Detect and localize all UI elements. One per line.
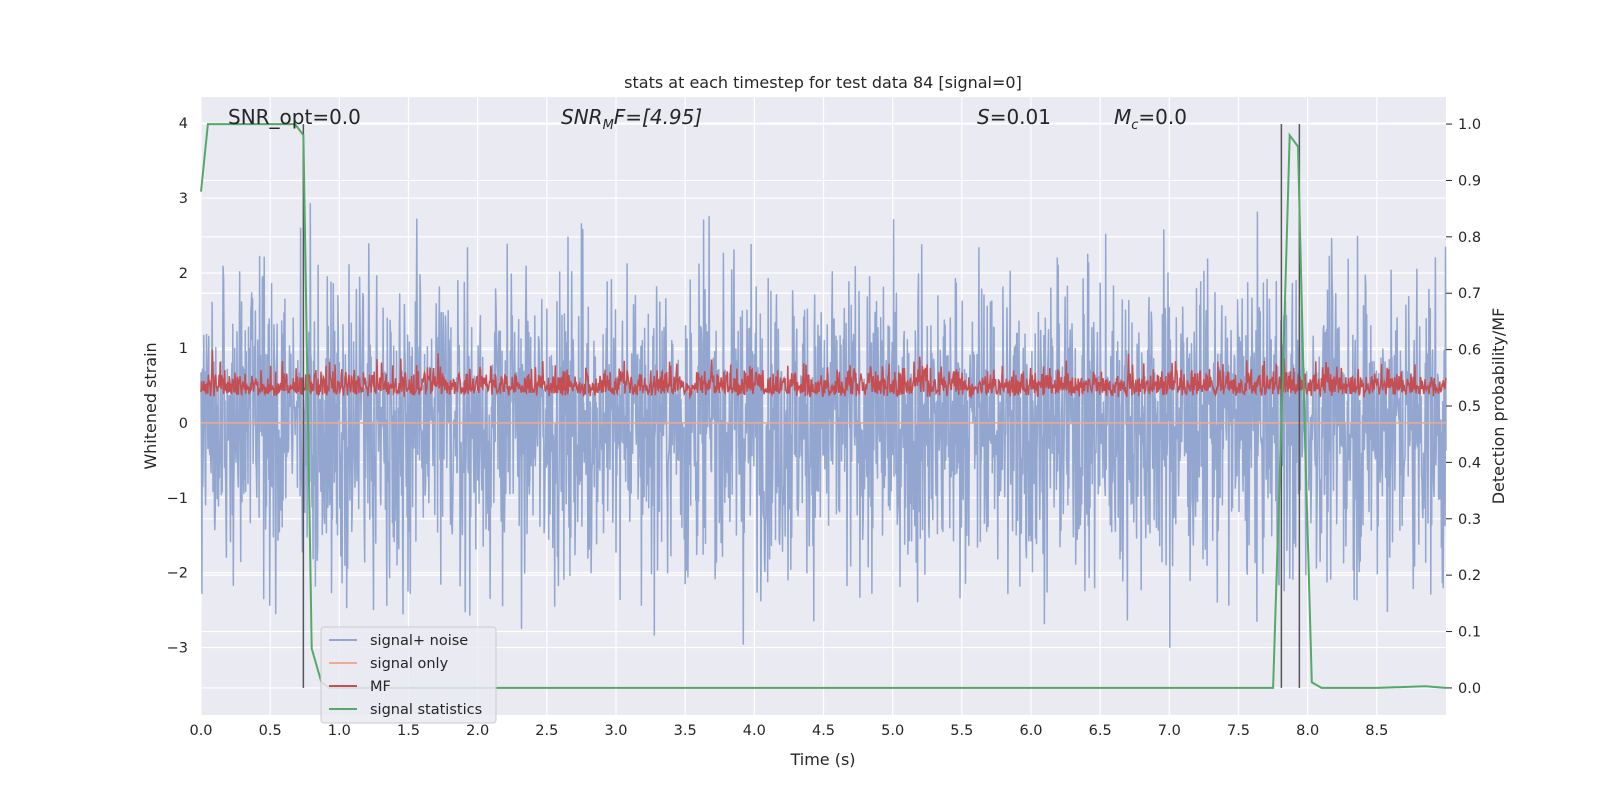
- left-tick-label: 0: [179, 416, 188, 432]
- snr-opt-annotation: SNR_opt=0.0: [228, 105, 361, 129]
- mf-line: [200, 349, 1447, 400]
- right-tick-label: 0.7: [1458, 286, 1481, 302]
- x-tick-label: 6.5: [1089, 723, 1112, 739]
- left-tick-label: −3: [167, 641, 188, 657]
- x-tick-label: 7.5: [1227, 723, 1250, 739]
- x-tick-label: 0.0: [189, 723, 212, 739]
- right-tick-label: 0.9: [1458, 173, 1481, 189]
- legend-label-signal-only: signal only: [370, 656, 449, 672]
- right-tick-label: 0.5: [1458, 399, 1481, 415]
- right-tick-label: 0.0: [1458, 681, 1481, 697]
- snr-mf-annotation: SNRMF=[4.95]: [561, 105, 702, 133]
- x-tick-label: 2.0: [466, 723, 489, 739]
- legend-label-mf: MF: [370, 679, 391, 695]
- x-tick-label: 0.5: [259, 723, 282, 739]
- chart-title: stats at each timestep for test data 84 …: [624, 73, 1022, 92]
- x-tick-label: 3.0: [604, 723, 627, 739]
- legend-label-stats: signal statistics: [370, 702, 482, 718]
- x-tick-label: 6.0: [1019, 723, 1042, 739]
- x-tick-label: 3.5: [674, 723, 697, 739]
- right-tick-label: 0.4: [1458, 455, 1481, 471]
- right-tick-label: 0.2: [1458, 568, 1481, 584]
- legend: signal+ noise signal only MF signal stat…: [320, 626, 497, 724]
- left-tick-label: 1: [179, 341, 188, 357]
- mc-annotation: Mc=0.0: [1114, 105, 1187, 133]
- x-tick-label: 1.0: [328, 723, 351, 739]
- mf-series: [200, 349, 1447, 400]
- signal-plus-noise-line: [200, 202, 1447, 649]
- legend-box: [320, 626, 497, 724]
- right-tick-label: 0.6: [1458, 343, 1481, 359]
- left-tick-label: 2: [179, 266, 188, 282]
- x-axis-label: Time (s): [789, 750, 855, 769]
- signal-plus-noise-series: [200, 202, 1447, 649]
- signal-statistics-line: [200, 123, 1447, 689]
- left-axis-label: Whitened strain: [141, 342, 160, 469]
- left-tick-label: −2: [167, 566, 188, 582]
- left-tick-label: 4: [179, 116, 188, 132]
- x-tick-label: 2.5: [535, 723, 558, 739]
- x-tick-label: 4.5: [812, 723, 835, 739]
- legend-label-noise: signal+ noise: [370, 633, 468, 649]
- x-tick-label: 5.0: [881, 723, 904, 739]
- left-tick-label: −1: [167, 491, 188, 507]
- x-tick-label: 7.0: [1158, 723, 1181, 739]
- left-tick-labels: 4 3 2 1 0 −1 −2 −3: [167, 116, 188, 656]
- right-tick-label: 1.0: [1458, 117, 1481, 133]
- right-axis-label: Detection probability/MF: [1489, 308, 1508, 505]
- x-tick-label: 8.0: [1296, 723, 1319, 739]
- x-tick-labels: 0.0 0.5 1.0 1.5 2.0 2.5 3.0 3.5 4.0 4.5 5.0 5.5 6.0 6…: [189, 723, 1388, 739]
- right-tick-label: 0.1: [1458, 625, 1481, 641]
- right-tick-label: 0.8: [1458, 230, 1481, 246]
- x-tick-label: 8.5: [1365, 723, 1388, 739]
- right-tick-label: 0.3: [1458, 512, 1481, 528]
- right-tick-labels: 1.0 0.9 0.8 0.7 0.6 0.5 0.4 0.3 0.2 0.1 0.0: [1446, 117, 1481, 697]
- x-tick-label: 1.5: [397, 723, 420, 739]
- left-tick-label: 3: [179, 191, 188, 207]
- x-tick-label: 4.0: [743, 723, 766, 739]
- signal-statistics-series: [200, 123, 1447, 689]
- s-annotation: S=0.01: [977, 105, 1051, 129]
- x-tick-label: 5.5: [950, 723, 973, 739]
